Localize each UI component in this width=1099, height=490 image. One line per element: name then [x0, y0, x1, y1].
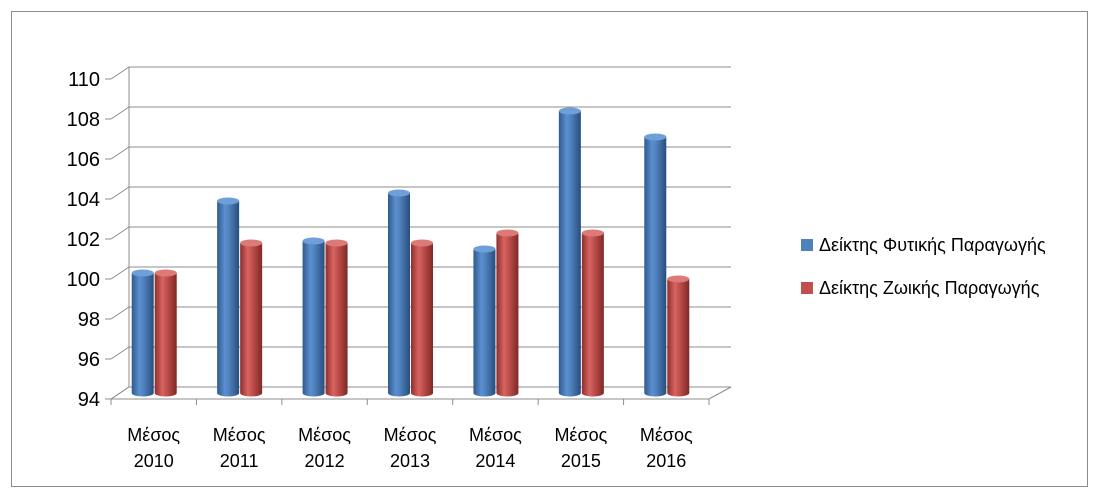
- bar-cap: [325, 239, 348, 247]
- gridline-depth: [110, 66, 130, 80]
- bar-plant: [388, 189, 410, 397]
- bar-body: [581, 233, 604, 397]
- bar-plant: [558, 107, 581, 397]
- bar-cap: [473, 245, 496, 253]
- gridline-depth: [110, 146, 130, 160]
- y-axis-ticks: 94 96 98 100 102 104 106 108 110: [67, 69, 100, 411]
- bar-body: [217, 201, 240, 397]
- bar-cap: [131, 269, 154, 277]
- bar-body: [388, 193, 410, 397]
- bar-body: [240, 243, 263, 397]
- y-tick-label: 100: [67, 269, 100, 291]
- gridline-depth: [110, 386, 130, 400]
- bar-body: [302, 241, 325, 397]
- bar-cap: [240, 239, 263, 247]
- bar-animal: [240, 239, 263, 397]
- y-tick-label: 98: [78, 309, 100, 331]
- bar-cap: [667, 275, 690, 283]
- gridline-depth: [110, 306, 130, 320]
- gridline-depth: [110, 186, 130, 200]
- x-category-label: Μέσος: [298, 425, 351, 445]
- y-tick-label: 108: [67, 109, 100, 131]
- legend-item-animal: Δείκτης Ζωικής Παραγωγής: [801, 277, 1046, 299]
- bar-cap: [496, 229, 519, 237]
- y-tick-label: 94: [78, 389, 100, 411]
- bar-cap: [581, 229, 604, 237]
- legend-swatch-animal: [801, 282, 813, 294]
- bar-body: [154, 273, 177, 397]
- bar-body: [411, 243, 433, 397]
- x-category-label: Μέσος: [127, 425, 180, 445]
- y-tick-label: 110: [68, 69, 100, 91]
- gridline-depth: [110, 226, 130, 240]
- bars-layer: [131, 107, 690, 397]
- x-category-label: Μέσος: [469, 425, 522, 445]
- gridline-depth: [110, 266, 130, 280]
- bar-body: [131, 273, 154, 397]
- y-tick-label: 104: [67, 189, 100, 211]
- bar-plant: [131, 269, 154, 397]
- x-category-label: 2015: [561, 451, 601, 471]
- y-tick-label: 96: [78, 349, 100, 371]
- bar-body: [496, 233, 519, 397]
- bar-chart: 94 96 98 100 102 104 106 108 110 Μέσος 2010 Μέσος 2…: [67, 66, 732, 471]
- x-category-label: 2013: [390, 451, 430, 471]
- bar-cap: [558, 107, 581, 115]
- bar-cap: [644, 133, 667, 141]
- bar-cap: [388, 189, 410, 197]
- bar-plant: [217, 197, 240, 397]
- gridline-depth: [110, 106, 130, 120]
- legend-swatch-plant: [801, 239, 813, 251]
- bar-plant: [644, 133, 667, 397]
- x-axis-categories: Μέσος 2010 Μέσος 2011 Μέσος 2012 Μέσος 2013 Μέσο…: [127, 425, 693, 471]
- x-category-label: 2016: [646, 451, 686, 471]
- legend-label-animal: Δείκτης Ζωικής Παραγωγής: [819, 277, 1040, 298]
- bar-plant: [473, 245, 496, 397]
- bar-cap: [411, 239, 433, 247]
- bar-animal: [496, 229, 519, 397]
- bar-body: [325, 243, 348, 397]
- x-category-label: 2012: [305, 451, 345, 471]
- x-category-label: Μέσος: [384, 425, 437, 445]
- bar-animal: [154, 269, 177, 397]
- x-category-label: Μέσος: [213, 425, 266, 445]
- bar-plant: [302, 237, 325, 397]
- bar-cap: [217, 197, 240, 205]
- bar-body: [667, 279, 690, 397]
- x-category-label: 2014: [475, 451, 515, 471]
- x-category-label: 2011: [220, 451, 259, 471]
- y-tick-label: 102: [67, 229, 100, 251]
- bar-animal: [667, 275, 690, 397]
- bar-cap: [154, 269, 177, 277]
- chart-frame: 94 96 98 100 102 104 106 108 110 Μέσος 2010 Μέσος 2…: [11, 11, 1088, 487]
- bar-animal: [325, 239, 348, 397]
- legend: Δείκτης Φυτικής Παραγωγής Δείκτης Ζωικής…: [801, 234, 1046, 320]
- bar-body: [473, 249, 496, 397]
- x-category-label: 2010: [134, 451, 174, 471]
- x-category-label: Μέσος: [554, 425, 607, 445]
- bar-animal: [581, 229, 604, 397]
- legend-item-plant: Δείκτης Φυτικής Παραγωγής: [801, 234, 1046, 256]
- bar-body: [644, 137, 667, 397]
- y-tick-label: 106: [67, 149, 100, 171]
- bar-body: [558, 111, 581, 397]
- bar-cap: [302, 237, 325, 245]
- bar-animal: [411, 239, 433, 397]
- gridline-depth: [110, 346, 130, 360]
- legend-label-plant: Δείκτης Φυτικής Παραγωγής: [819, 234, 1046, 255]
- x-category-label: Μέσος: [640, 425, 693, 445]
